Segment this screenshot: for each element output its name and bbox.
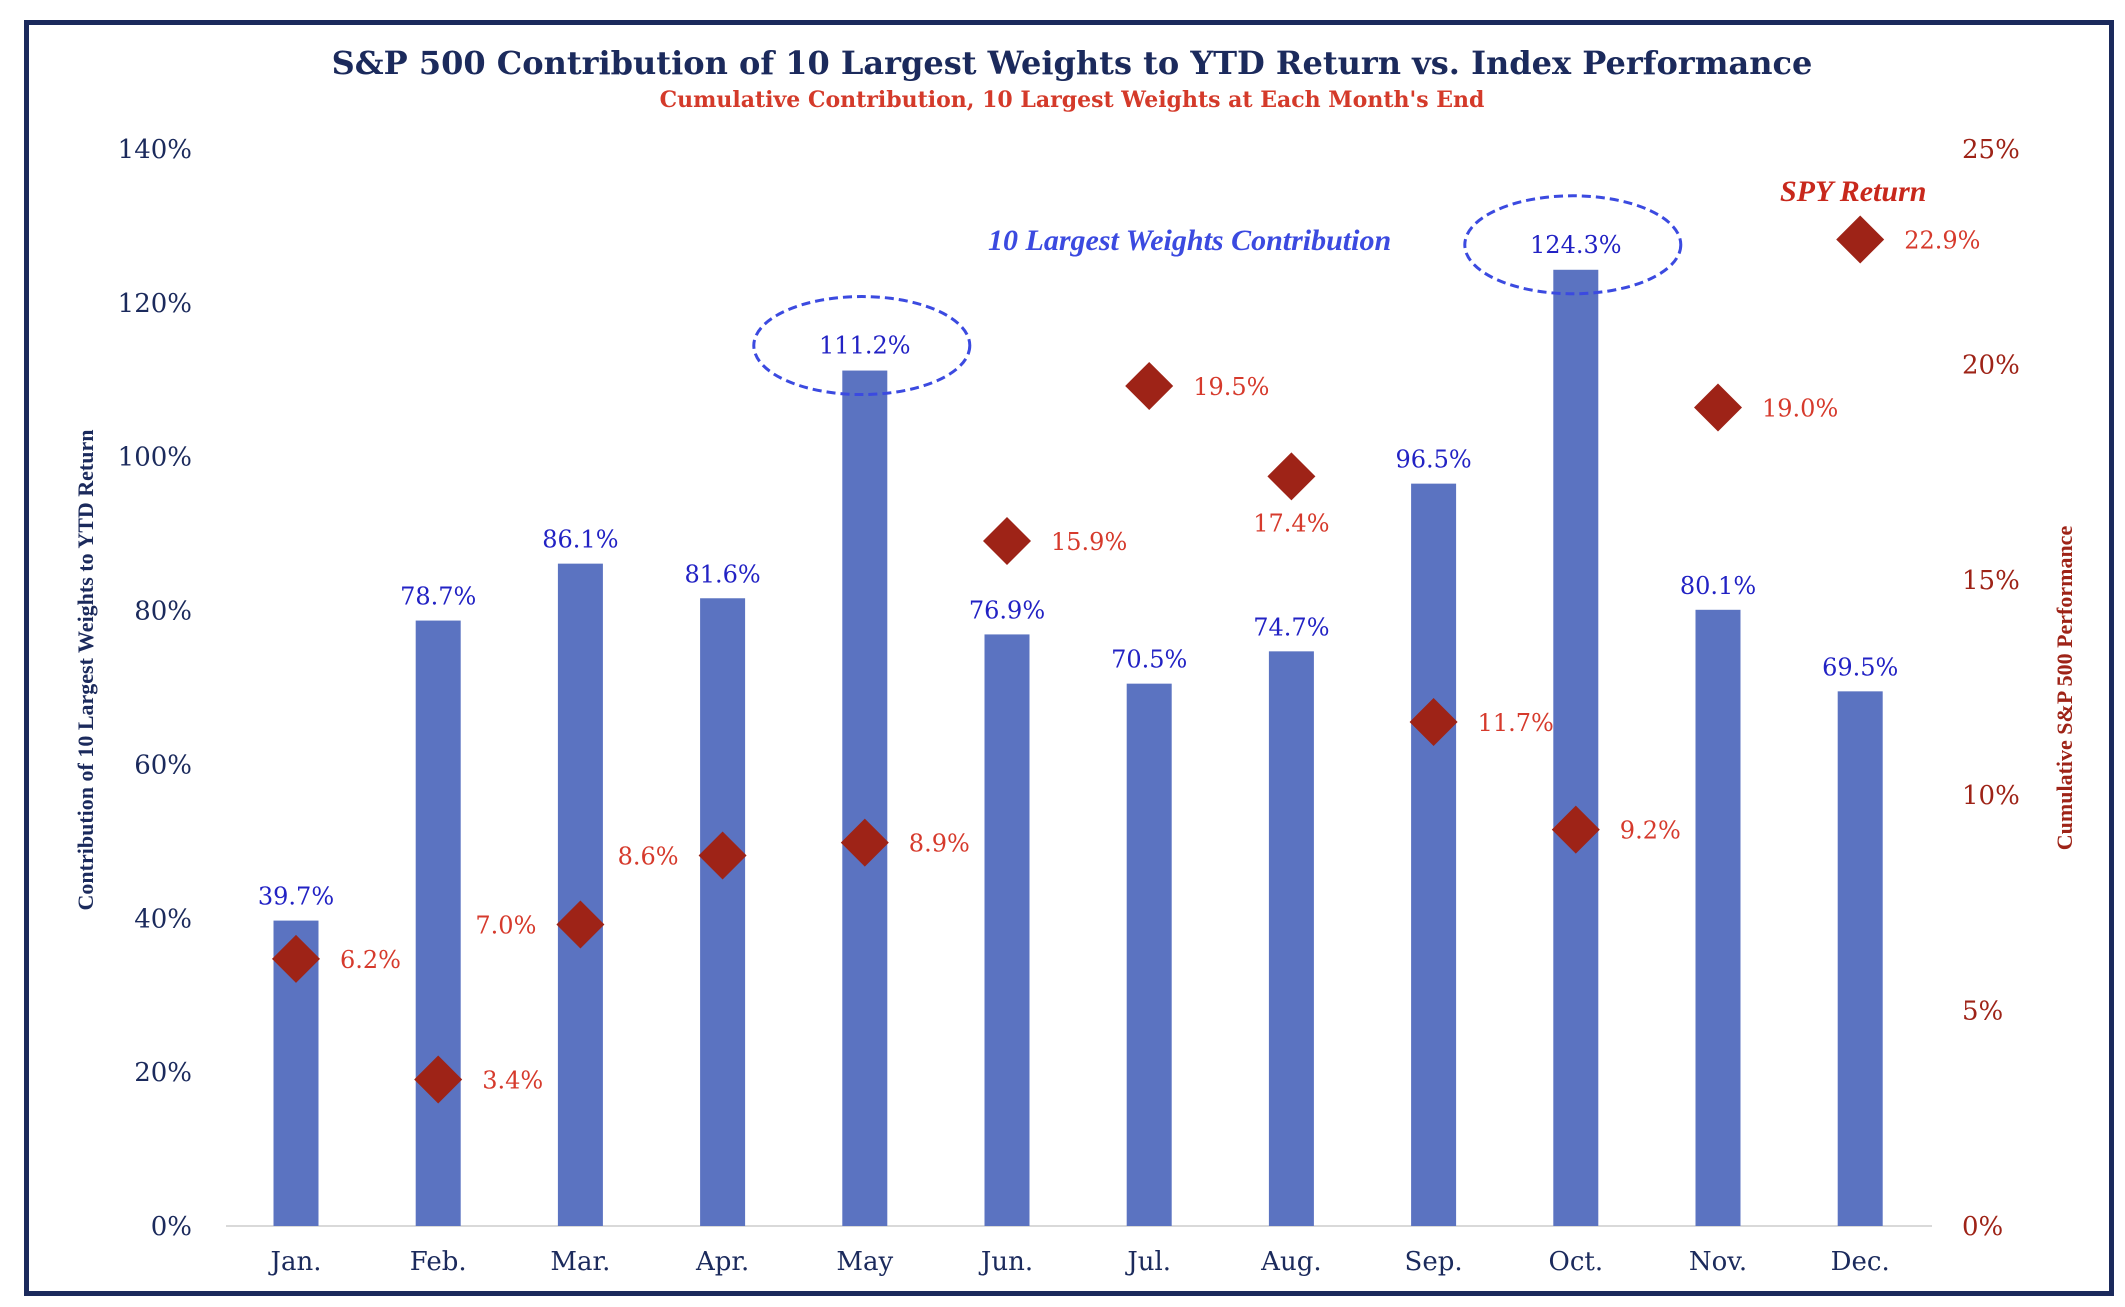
x-tick-label: Dec.: [1831, 1247, 1890, 1277]
bar-oct: [1553, 269, 1599, 1227]
bar-data-label: 81.6%: [684, 560, 760, 588]
y-tick-label: 140%: [118, 135, 192, 165]
highlight-ellipse: [752, 295, 972, 397]
y-tick-label: 20%: [134, 1058, 192, 1088]
bar-data-label: 96.5%: [1395, 446, 1471, 474]
bar-data-label: 76.9%: [969, 596, 1045, 624]
spy-diamond-aug: [1267, 452, 1316, 501]
spy-data-label: 8.6%: [618, 843, 679, 871]
series-annotation-contribution: 10 Largest Weights Contribution: [988, 224, 1391, 257]
spy-data-label: 9.2%: [1620, 817, 1681, 845]
spy-diamond-feb: [414, 1055, 463, 1104]
spy-diamond-jan: [272, 934, 320, 983]
y-tick-label: 40%: [134, 904, 192, 934]
bar-data-label: 39.7%: [258, 883, 334, 911]
bar-jun: [984, 634, 1030, 1226]
y-axis-title: Contribution of 10 Largest Weights to YT…: [73, 430, 98, 911]
bar-sep: [1411, 483, 1457, 1226]
y2-tick-label: 15%: [1962, 566, 2020, 596]
spy-data-label: 22.9%: [1904, 226, 1980, 254]
x-tick-label: Nov.: [1689, 1247, 1747, 1277]
spy-diamond-sep: [1409, 697, 1458, 746]
y2-tick-label: 5%: [1962, 997, 2003, 1027]
y2-tick-label: 10%: [1962, 781, 2020, 811]
spy-data-label: 19.0%: [1762, 394, 1838, 422]
bar-may: [842, 370, 888, 1226]
bar-data-label: 69.5%: [1822, 653, 1898, 681]
bar-jul: [1126, 683, 1172, 1226]
chart-subtitle: Cumulative Contribution, 10 Largest Weig…: [660, 87, 1485, 113]
bar-dec: [1837, 691, 1883, 1226]
spy-diamond-mar: [556, 900, 605, 949]
spy-data-label: 15.9%: [1051, 528, 1127, 556]
x-tick-label: Jun.: [978, 1247, 1033, 1277]
x-tick-label: Jul.: [1124, 1247, 1171, 1277]
bar-aug: [1268, 651, 1314, 1226]
spy-diamond-nov: [1694, 383, 1742, 432]
bar-data-label: 70.5%: [1111, 646, 1187, 674]
bar-data-label: 86.1%: [542, 526, 618, 554]
spy-data-label: 7.0%: [475, 911, 536, 939]
y-tick-label: 100%: [118, 443, 192, 473]
y-tick-label: 80%: [134, 597, 192, 627]
chart-frame: [24, 20, 2114, 1296]
bar-data-label: 78.7%: [400, 583, 476, 611]
spy-data-label: 11.7%: [1478, 709, 1554, 737]
y2-axis-title: Cumulative S&P 500 Performance: [2052, 526, 2077, 851]
spy-diamond-apr: [698, 831, 747, 880]
x-tick-label: Apr.: [695, 1247, 749, 1277]
spy-diamond-dec: [1836, 215, 1885, 264]
spy-data-label: 19.5%: [1193, 373, 1269, 401]
y-tick-label: 0%: [151, 1212, 192, 1242]
bar-mar: [557, 563, 603, 1226]
spy-diamond-jul: [1125, 361, 1174, 410]
spy-data-label: 17.4%: [1253, 509, 1329, 537]
bar-apr: [700, 598, 746, 1226]
x-tick-label: May: [836, 1247, 893, 1277]
bar-data-label: 74.7%: [1253, 613, 1329, 641]
bar-data-label: 124.3%: [1530, 231, 1622, 259]
spy-data-label: 6.2%: [340, 946, 401, 974]
y2-tick-label: 0%: [1962, 1212, 2003, 1242]
y-tick-label: 60%: [134, 750, 192, 780]
x-tick-label: Sep.: [1405, 1247, 1463, 1277]
bar-data-label: 111.2%: [819, 332, 911, 360]
bar-feb: [415, 620, 461, 1226]
y2-tick-label: 20%: [1962, 350, 2020, 380]
x-tick-label: Mar.: [550, 1247, 610, 1277]
chart-title: S&P 500 Contribution of 10 Largest Weigh…: [332, 44, 1813, 82]
bar-nov: [1695, 609, 1741, 1226]
spy-data-label: 8.9%: [909, 830, 970, 858]
y2-tick-label: 25%: [1962, 135, 2020, 165]
spy-diamond-oct: [1551, 805, 1600, 854]
series-annotation-spy-return: SPY Return: [1780, 175, 1926, 208]
spy-diamond-may: [840, 818, 889, 867]
highlight-ellipse: [1463, 194, 1683, 296]
x-tick-label: Aug.: [1260, 1247, 1321, 1277]
bar-data-label: 80.1%: [1680, 572, 1756, 600]
y-tick-label: 120%: [118, 289, 192, 319]
x-tick-label: Oct.: [1549, 1247, 1604, 1277]
x-tick-label: Jan.: [268, 1247, 322, 1277]
x-tick-label: Feb.: [410, 1247, 467, 1277]
spy-data-label: 3.4%: [482, 1067, 543, 1095]
spy-diamond-jun: [983, 517, 1031, 566]
